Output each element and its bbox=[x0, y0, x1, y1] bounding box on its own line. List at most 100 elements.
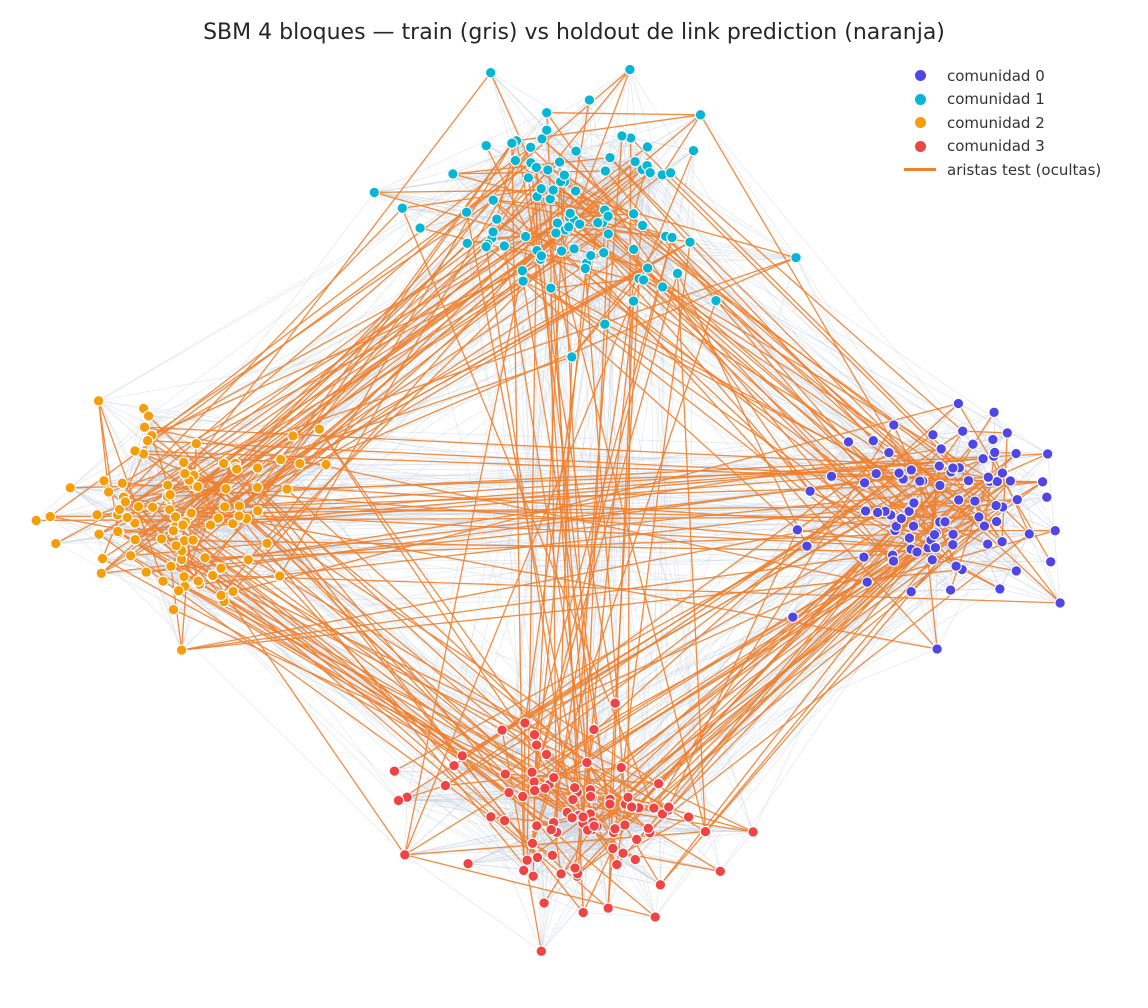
node-community-2 bbox=[287, 430, 299, 442]
node-community-3 bbox=[607, 842, 619, 855]
node-community-3 bbox=[535, 945, 548, 957]
node-community-1 bbox=[671, 267, 684, 280]
node-community-3 bbox=[503, 786, 515, 799]
node-community-1 bbox=[484, 66, 497, 79]
node-community-2 bbox=[251, 481, 264, 494]
node-community-0 bbox=[1044, 556, 1057, 568]
test-edge bbox=[193, 474, 592, 798]
node-community-0 bbox=[787, 611, 799, 623]
node-community-1 bbox=[570, 145, 582, 157]
node-community-3 bbox=[654, 879, 667, 891]
node-community-0 bbox=[858, 551, 870, 563]
node-community-0 bbox=[871, 506, 884, 519]
node-community-2 bbox=[230, 463, 243, 475]
node-community-3 bbox=[439, 779, 452, 792]
node-community-3 bbox=[548, 771, 560, 784]
node-community-1 bbox=[447, 168, 459, 180]
test-edge bbox=[100, 161, 561, 574]
train-edge bbox=[534, 165, 648, 735]
train-edge bbox=[398, 800, 524, 871]
node-community-0 bbox=[905, 585, 917, 598]
test-edge bbox=[584, 267, 960, 501]
node-community-0 bbox=[1010, 565, 1023, 577]
train-edge bbox=[662, 813, 721, 872]
node-community-3 bbox=[588, 723, 600, 736]
test-edge bbox=[534, 262, 588, 791]
test-edge bbox=[590, 547, 929, 798]
node-community-3 bbox=[619, 819, 631, 831]
node-community-0 bbox=[978, 520, 991, 532]
node-community-0 bbox=[908, 497, 920, 509]
test-edge bbox=[561, 250, 894, 562]
test-edge bbox=[212, 574, 1061, 604]
train-edge bbox=[98, 138, 543, 402]
node-community-1 bbox=[414, 222, 426, 234]
test-edge bbox=[563, 174, 954, 469]
node-community-0 bbox=[870, 467, 882, 480]
train-edge bbox=[550, 287, 946, 523]
legend-item-community-3: comunidad 3 bbox=[900, 135, 1101, 159]
node-community-1 bbox=[641, 262, 654, 274]
node-community-1 bbox=[509, 154, 522, 167]
node-community-2 bbox=[179, 467, 191, 480]
train-edge bbox=[466, 211, 994, 440]
legend-label: aristas test (ocultas) bbox=[947, 160, 1102, 179]
node-community-1 bbox=[498, 240, 511, 252]
node-community-2 bbox=[217, 457, 230, 470]
node-community-3 bbox=[517, 864, 530, 877]
test-edge bbox=[144, 426, 940, 467]
test-edge bbox=[604, 170, 929, 549]
node-community-3 bbox=[499, 768, 512, 780]
test-edge bbox=[622, 816, 689, 854]
train-edge bbox=[466, 243, 557, 833]
node-community-3 bbox=[625, 801, 638, 813]
node-community-0 bbox=[1054, 597, 1066, 609]
node-community-2 bbox=[124, 549, 137, 562]
dot-icon bbox=[914, 70, 926, 82]
node-community-3 bbox=[662, 801, 675, 813]
node-community-2 bbox=[93, 528, 105, 540]
node-community-0 bbox=[928, 528, 941, 541]
test-edge bbox=[571, 267, 649, 358]
legend-label: comunidad 0 bbox=[947, 66, 1045, 85]
node-community-1 bbox=[368, 186, 381, 199]
node-community-1 bbox=[627, 208, 640, 220]
dot-icon bbox=[914, 140, 926, 152]
train-edge bbox=[35, 415, 149, 521]
node-community-2 bbox=[212, 512, 225, 524]
train-edge bbox=[220, 506, 226, 596]
node-community-0 bbox=[895, 512, 908, 525]
train-edge bbox=[720, 477, 989, 872]
train-edge bbox=[184, 540, 988, 545]
test-edge bbox=[670, 172, 964, 432]
train-edge bbox=[504, 245, 912, 471]
node-community-0 bbox=[939, 516, 951, 528]
node-community-2 bbox=[161, 479, 174, 491]
node-community-2 bbox=[64, 482, 77, 494]
test-edge bbox=[204, 532, 937, 559]
train-edge bbox=[70, 487, 222, 569]
node-community-3 bbox=[528, 784, 541, 797]
node-community-1 bbox=[599, 165, 612, 177]
node-community-1 bbox=[636, 219, 649, 232]
test-edge bbox=[614, 484, 941, 830]
node-community-3 bbox=[588, 820, 600, 832]
node-community-3 bbox=[528, 728, 541, 741]
test-edge bbox=[612, 242, 691, 849]
test-edge bbox=[576, 301, 635, 874]
node-community-1 bbox=[530, 161, 543, 174]
test-edge bbox=[190, 241, 691, 514]
node-community-0 bbox=[1023, 528, 1036, 540]
test-edge bbox=[184, 521, 614, 834]
legend: comunidad 0 comunidad 1 comunidad 2 comu… bbox=[900, 64, 1101, 182]
legend-marker bbox=[900, 113, 940, 133]
node-community-2 bbox=[233, 500, 246, 512]
test-edge bbox=[541, 138, 960, 501]
legend-marker bbox=[900, 136, 940, 156]
node-community-2 bbox=[177, 519, 189, 531]
node-community-1 bbox=[536, 133, 548, 145]
train-edge bbox=[647, 172, 651, 269]
test-edge bbox=[485, 246, 573, 818]
test-edge bbox=[555, 356, 573, 833]
test-edge bbox=[257, 258, 542, 512]
